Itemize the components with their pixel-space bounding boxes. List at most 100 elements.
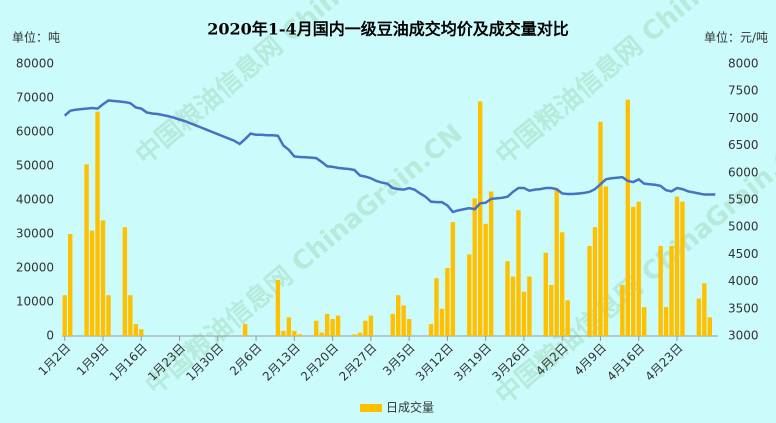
bar: [335, 315, 341, 336]
bar: [275, 279, 281, 336]
bar: [483, 223, 488, 336]
bar: [565, 300, 570, 336]
bar: [396, 295, 401, 336]
y-tick-label: 60000: [16, 125, 54, 139]
y2-tick-label: 5500: [728, 193, 759, 207]
bar: [368, 315, 374, 336]
bar: [281, 330, 286, 336]
y2-tick-label: 6500: [728, 138, 759, 152]
x-tick-label: 3月19日: [451, 341, 494, 384]
line: [63, 99, 716, 214]
bar: [242, 324, 248, 336]
x-tick-label: 4月16日: [604, 341, 647, 384]
x-tick-label: 2月13日: [260, 341, 303, 384]
x-tick-label: 3月5日: [380, 341, 418, 379]
watermark: 中国粮油信息网 ChinaGrain.CN: [139, 118, 468, 401]
bar: [390, 313, 395, 336]
bar: [478, 101, 483, 337]
bar: [631, 206, 636, 336]
bar: [68, 234, 73, 336]
bar: [450, 222, 456, 336]
y-tick-label: 30000: [16, 227, 54, 241]
bar: [286, 317, 292, 336]
x-tick-label: 1月9日: [74, 341, 112, 379]
bar: [439, 308, 445, 336]
bar: [330, 319, 335, 336]
bar: [89, 230, 95, 336]
bar: [62, 295, 67, 336]
bar: [319, 332, 324, 336]
bar: [314, 320, 319, 336]
y2-tick-label: 3500: [728, 301, 759, 315]
bar: [84, 164, 89, 336]
bar: [620, 285, 625, 336]
bar: [516, 210, 521, 336]
x-tick-label: 2月6日: [227, 341, 265, 379]
bar: [636, 201, 641, 336]
bar: [658, 245, 663, 336]
y2-tick-label: 4500: [728, 247, 759, 261]
y-tick-label: 80000: [16, 57, 54, 71]
bar: [324, 313, 330, 336]
bar: [527, 276, 532, 336]
bar: [357, 332, 363, 336]
legend-swatch: [360, 404, 382, 412]
x-tick-label: 1月2日: [36, 341, 74, 379]
bar: [625, 99, 630, 336]
y-tick-label: 70000: [16, 91, 54, 105]
bar: [505, 261, 510, 336]
bar: [598, 121, 603, 336]
bar: [139, 329, 144, 336]
y2-unit: 单位：元/吨: [704, 30, 768, 45]
y-unit: 单位：吨: [12, 30, 60, 45]
x-tick-label: 2月27日: [336, 341, 379, 384]
x-tick-label: 3月12日: [413, 341, 456, 384]
y2-tick-label: 3000: [728, 329, 759, 343]
bar: [521, 291, 527, 336]
bar: [696, 298, 702, 336]
bar: [363, 320, 368, 336]
bar: [401, 305, 406, 336]
bar: [680, 201, 685, 336]
y-tick-label: 50000: [16, 159, 54, 173]
bar: [707, 317, 712, 336]
bar: [428, 324, 434, 336]
y-tick-label: 40000: [16, 193, 54, 207]
bar: [467, 254, 472, 336]
legend-label: 日成交量: [386, 400, 434, 415]
y2-tick-label: 7500: [728, 84, 759, 98]
bar: [297, 334, 302, 336]
bar: [488, 191, 494, 336]
bar: [603, 186, 609, 336]
y2-tick-label: 5000: [728, 220, 759, 234]
bar: [106, 295, 111, 336]
bar: [122, 227, 128, 336]
y2-tick-label: 4000: [728, 274, 759, 288]
bar: [100, 220, 106, 336]
bar: [663, 307, 669, 336]
bar: [592, 227, 598, 336]
bar: [642, 307, 647, 336]
bar: [472, 198, 477, 336]
bar: [560, 232, 565, 336]
bar: [95, 111, 100, 336]
bar: [587, 245, 592, 336]
y2-tick-label: 8000: [728, 57, 759, 71]
bar: [543, 252, 548, 336]
bar: [510, 276, 516, 336]
x-tick-label: 4月23日: [643, 341, 686, 384]
bar: [292, 330, 297, 336]
bar: [406, 319, 412, 336]
y2-tick-label: 6000: [728, 165, 759, 179]
bar: [549, 285, 554, 336]
bar: [445, 268, 450, 336]
y-tick-label: 10000: [16, 295, 54, 309]
y-tick-label: 20000: [16, 261, 54, 275]
bar: [434, 278, 439, 336]
bar: [669, 245, 674, 336]
y-tick-label: 0: [46, 329, 54, 343]
bar: [133, 324, 138, 336]
x-tick-label: 2月20日: [298, 341, 341, 384]
bar: [352, 334, 357, 336]
bar: [554, 189, 559, 336]
